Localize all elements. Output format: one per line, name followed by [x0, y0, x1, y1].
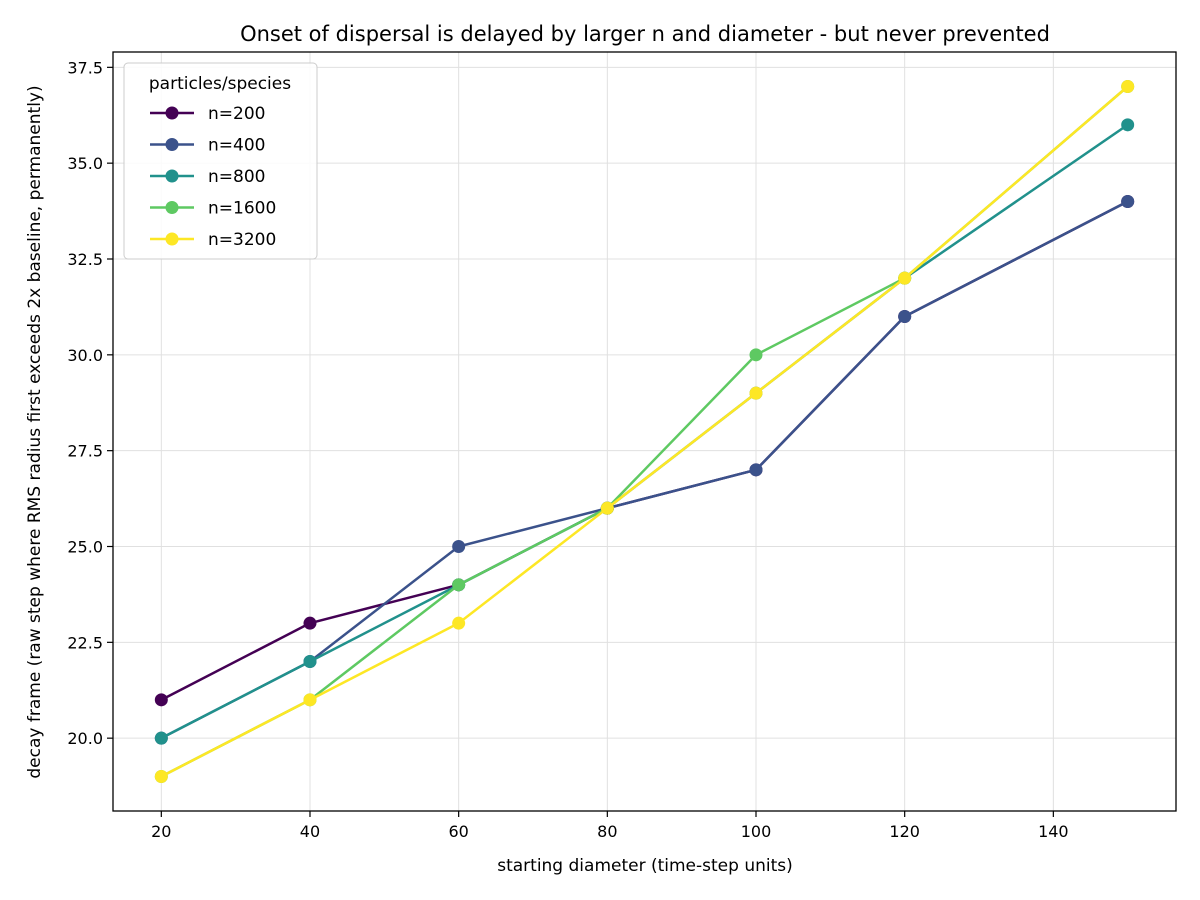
- plot-area-frame: [112, 51, 1177, 812]
- axis-ticks: 20 40 60 80 100 120 140 20.0 22.5 25.0 27.5 30.0 32.…: [67, 58, 1068, 841]
- data-point: [1121, 80, 1135, 93]
- data-point: [154, 693, 168, 707]
- legend-item: n=3200: [150, 230, 276, 250]
- x-axis-label: starting diameter (time-step units): [497, 856, 793, 876]
- x-tick-label: 80: [597, 822, 617, 841]
- x-tick-label: 120: [889, 822, 920, 841]
- chart-title: Onset of dispersal is delayed by larger …: [240, 22, 1050, 46]
- data-series: [154, 80, 1135, 783]
- y-tick-label: 37.5: [67, 58, 103, 77]
- legend-item: n=800: [150, 167, 265, 187]
- legend-marker: [165, 138, 179, 151]
- data-point: [600, 501, 614, 515]
- y-tick-label: 25.0: [67, 538, 103, 557]
- legend-marker: [165, 169, 179, 183]
- data-point: [154, 770, 168, 783]
- x-tick-label: 100: [741, 822, 772, 841]
- x-tick-label: 140: [1038, 822, 1069, 841]
- y-tick-label: 35.0: [67, 154, 103, 173]
- y-tick-label: 22.5: [67, 633, 103, 652]
- legend: particles/species n=200n=400n=800n=1600n…: [123, 62, 318, 260]
- data-point: [303, 616, 317, 630]
- legend-item: n=200: [150, 104, 265, 124]
- x-tick-label: 20: [151, 822, 171, 841]
- data-point: [303, 693, 317, 707]
- y-tick-label: 20.0: [67, 729, 103, 748]
- legend-label: n=3200: [208, 230, 276, 250]
- legend-item: n=400: [150, 136, 265, 156]
- data-point: [452, 578, 466, 592]
- legend-label: n=800: [208, 167, 265, 187]
- data-point: [1121, 118, 1135, 132]
- data-point: [898, 271, 912, 285]
- grid-lines: [113, 52, 1176, 811]
- x-tick-label: 40: [300, 822, 320, 841]
- series-n=3200: [154, 80, 1135, 783]
- data-point: [749, 386, 763, 400]
- legend-label: n=400: [208, 136, 265, 156]
- data-point: [749, 463, 763, 477]
- data-point: [452, 616, 466, 630]
- legend-title: particles/species: [149, 74, 291, 94]
- y-axis-label: decay frame (raw step where RMS radius f…: [25, 85, 45, 778]
- data-point: [1121, 195, 1135, 208]
- legend-label: n=1600: [208, 199, 276, 219]
- x-tick-label: 60: [448, 822, 468, 841]
- data-point: [303, 655, 317, 668]
- y-tick-label: 27.5: [67, 442, 103, 461]
- legend-marker: [165, 232, 179, 246]
- y-tick-label: 32.5: [67, 250, 103, 269]
- data-point: [452, 540, 466, 553]
- legend-marker: [165, 106, 179, 120]
- y-tick-label: 30.0: [67, 346, 103, 365]
- data-point: [154, 731, 168, 745]
- data-point: [898, 310, 912, 323]
- legend-marker: [165, 201, 179, 214]
- data-point: [749, 348, 763, 362]
- legend-label: n=200: [208, 104, 265, 124]
- legend-item: n=1600: [150, 199, 276, 219]
- legend-entries: n=200 n=400 n=800 n=1600 n=3200: [150, 104, 276, 250]
